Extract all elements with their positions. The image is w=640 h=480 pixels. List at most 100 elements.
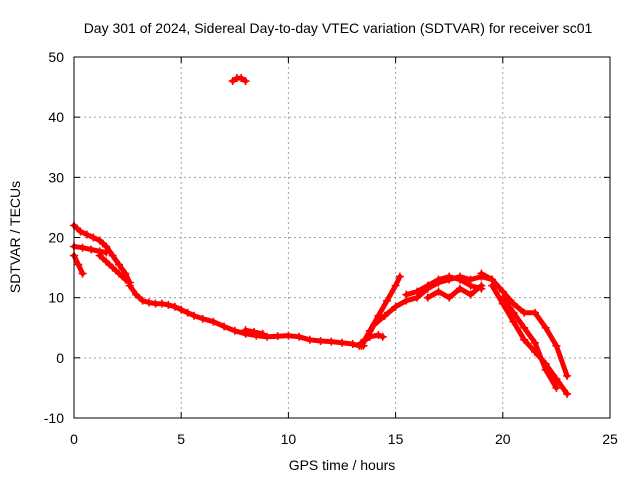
data-point-marker bbox=[477, 281, 486, 290]
data-point-marker bbox=[198, 314, 207, 323]
data-point-marker bbox=[434, 287, 443, 296]
data-point-marker bbox=[273, 332, 282, 341]
data-point-marker bbox=[391, 302, 400, 311]
data-point-marker bbox=[295, 332, 304, 341]
series-trace bbox=[403, 274, 484, 298]
y-tick-label: 0 bbox=[56, 350, 64, 366]
data-point-marker bbox=[190, 311, 199, 320]
data-point-marker bbox=[563, 371, 572, 380]
x-tick-labels: 0 5 10 15 20 25 bbox=[70, 431, 618, 447]
data-point-marker bbox=[434, 275, 443, 284]
data-point-marker bbox=[466, 281, 475, 290]
data-point-marker bbox=[552, 383, 561, 392]
data-point-marker bbox=[177, 305, 186, 314]
data-point-marker bbox=[520, 335, 529, 344]
data-point-marker bbox=[488, 281, 497, 290]
data-point-marker bbox=[78, 243, 87, 252]
data-point-marker bbox=[466, 290, 475, 299]
data-point-marker bbox=[413, 287, 422, 296]
y-axis-title: SDTVAR / TECUs bbox=[7, 181, 23, 293]
data-point-marker bbox=[220, 322, 229, 331]
data-point-marker bbox=[157, 299, 166, 308]
chart-title: Day 301 of 2024, Sidereal Day-to-day VTE… bbox=[84, 20, 593, 36]
x-tick-label: 20 bbox=[495, 431, 511, 447]
data-point-marker bbox=[170, 302, 179, 311]
data-point-marker bbox=[455, 284, 464, 293]
data-point-marker bbox=[108, 251, 117, 260]
data-point-marker bbox=[402, 290, 411, 299]
data-point-marker bbox=[520, 323, 529, 332]
data-point-marker bbox=[361, 335, 370, 344]
data-point-marker bbox=[383, 296, 392, 305]
data-point-marker bbox=[305, 335, 314, 344]
data-point-marker bbox=[74, 260, 83, 269]
data-point-marker bbox=[115, 260, 124, 269]
data-point-marker bbox=[530, 308, 539, 317]
series-trace bbox=[500, 295, 559, 391]
data-series-sc01 bbox=[70, 74, 572, 398]
data-point-marker bbox=[76, 227, 85, 236]
data-point-marker bbox=[138, 296, 147, 305]
data-point-marker bbox=[145, 298, 154, 307]
data-point-marker bbox=[563, 389, 572, 398]
data-point-marker bbox=[95, 251, 104, 260]
data-point-marker bbox=[262, 332, 271, 341]
data-point-marker bbox=[348, 339, 357, 348]
data-point-marker bbox=[477, 269, 486, 278]
data-point-marker bbox=[108, 263, 117, 272]
data-point-marker bbox=[258, 329, 267, 338]
data-point-marker bbox=[115, 269, 124, 278]
x-tick-label: 5 bbox=[177, 431, 185, 447]
data-point-marker bbox=[357, 338, 366, 347]
data-point-marker bbox=[445, 272, 454, 281]
data-point-marker bbox=[95, 236, 104, 245]
data-point-marker bbox=[509, 308, 518, 317]
series-trace bbox=[489, 283, 570, 397]
data-point-marker bbox=[121, 275, 130, 284]
x-tick-label: 0 bbox=[70, 431, 78, 447]
data-point-marker bbox=[228, 77, 237, 86]
data-point-marker bbox=[552, 341, 561, 350]
data-point-marker bbox=[241, 326, 250, 335]
y-tick-labels: -10 0 10 20 30 40 50 bbox=[44, 49, 64, 426]
y-tick-label: -10 bbox=[44, 410, 64, 426]
data-point-marker bbox=[509, 299, 518, 308]
y-tick-label: 10 bbox=[48, 290, 64, 306]
grid-lines bbox=[74, 57, 610, 418]
data-point-marker bbox=[230, 326, 239, 335]
data-point-marker bbox=[498, 293, 507, 302]
series-trace bbox=[127, 283, 366, 349]
x-axis-title: GPS time / hours bbox=[289, 457, 396, 473]
data-point-marker bbox=[374, 330, 383, 339]
y-tick-label: 50 bbox=[48, 49, 64, 65]
series-trace bbox=[425, 283, 484, 301]
data-point-marker bbox=[209, 317, 218, 326]
axis-ticks bbox=[73, 56, 611, 419]
data-point-marker bbox=[391, 281, 400, 290]
data-point-marker bbox=[370, 320, 379, 329]
data-point-marker bbox=[102, 257, 111, 266]
data-point-marker bbox=[380, 311, 389, 320]
data-point-marker bbox=[316, 336, 325, 345]
data-point-marker bbox=[87, 245, 96, 254]
data-point-marker bbox=[395, 272, 404, 281]
data-point-marker bbox=[455, 275, 464, 284]
data-point-marker bbox=[250, 327, 259, 336]
data-point-marker bbox=[520, 308, 529, 317]
y-tick-label: 20 bbox=[48, 230, 64, 246]
data-point-marker bbox=[423, 281, 432, 290]
data-point-marker bbox=[102, 242, 111, 251]
x-tick-label: 25 bbox=[602, 431, 618, 447]
x-tick-label: 10 bbox=[281, 431, 297, 447]
data-point-marker bbox=[241, 77, 250, 86]
data-point-marker bbox=[541, 323, 550, 332]
data-point-marker bbox=[82, 230, 91, 239]
data-point-marker bbox=[445, 293, 454, 302]
data-point-marker bbox=[89, 233, 98, 242]
data-point-marker bbox=[530, 338, 539, 347]
data-point-marker bbox=[164, 300, 173, 309]
data-point-marker bbox=[237, 74, 246, 83]
x-tick-label: 15 bbox=[388, 431, 404, 447]
data-point-marker bbox=[378, 332, 387, 341]
